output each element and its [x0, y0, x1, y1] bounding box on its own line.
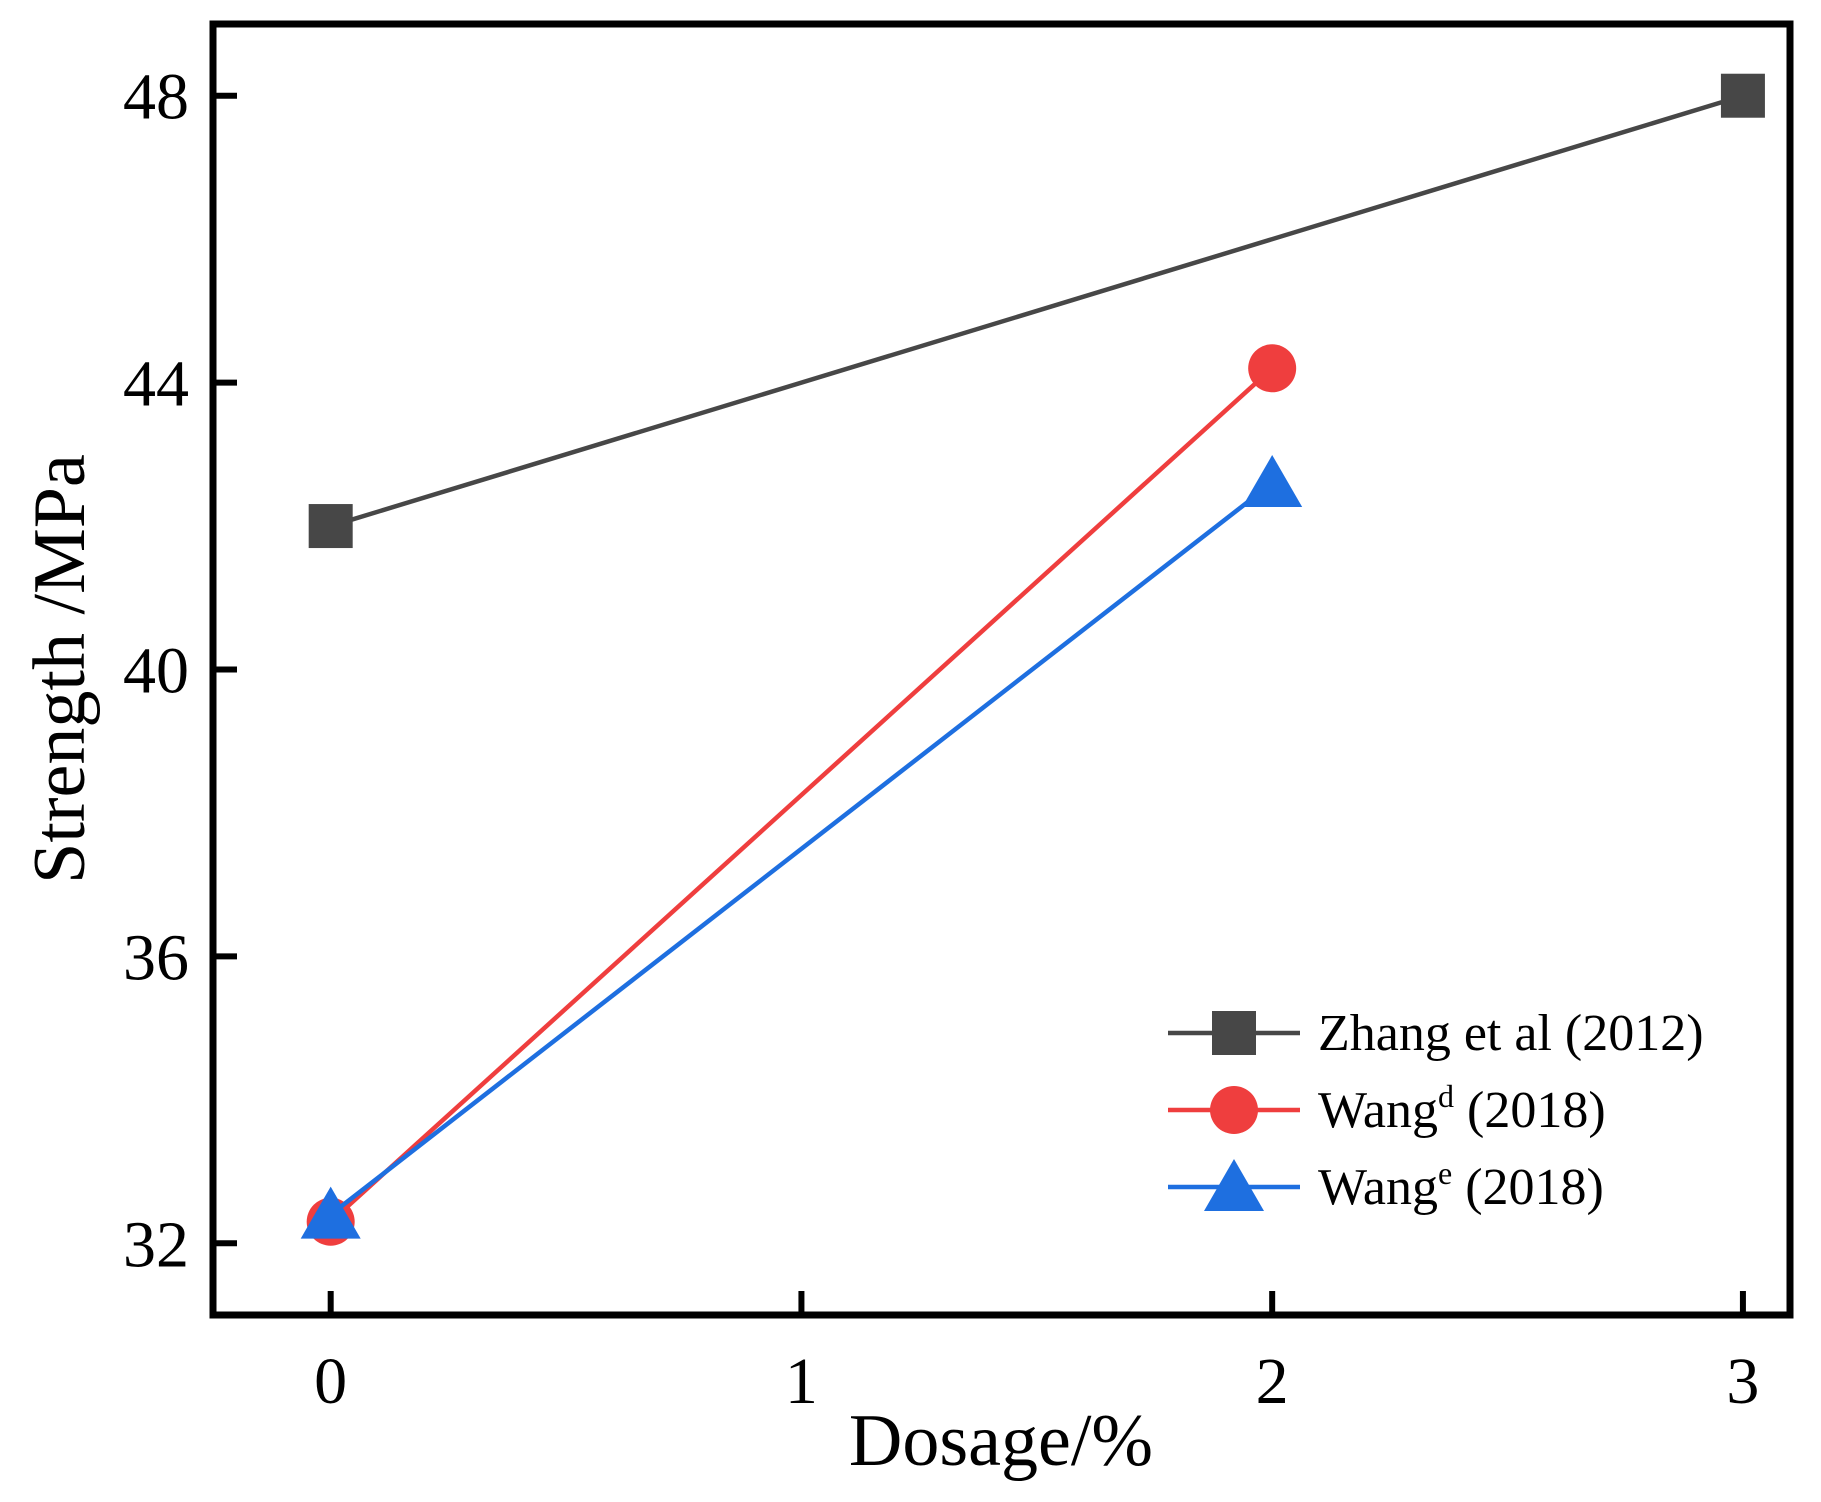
series-square — [308, 73, 1765, 549]
legend-label-year: (2018) — [1454, 1082, 1606, 1139]
x-tick-label: 2 — [1256, 1345, 1289, 1418]
legend-label: Wange (2018) — [1318, 1155, 1604, 1216]
y-tick-label: 44 — [123, 348, 189, 421]
legend-marker — [1210, 1086, 1258, 1134]
y-tick-label: 32 — [123, 1208, 189, 1281]
series-circle — [306, 344, 1297, 1246]
x-axis-title: Dosage/% — [849, 1400, 1153, 1482]
axis-ticks: 0 1 2 3 32 36 40 44 48 — [123, 61, 1759, 1418]
data-point — [1720, 73, 1765, 118]
legend: Zhang et al (2012)Wangd (2018)Wange (201… — [1168, 1005, 1704, 1216]
data-point — [300, 1186, 361, 1239]
y-tick-label: 48 — [123, 61, 189, 134]
series-line — [329, 366, 1274, 1224]
series-line — [329, 481, 1274, 1217]
legend-entry: Zhang et al (2012) — [1168, 1005, 1704, 1062]
legend-label-main: Zhang et al (2012) — [1318, 1005, 1704, 1062]
series-line — [330, 93, 1744, 529]
data-point — [308, 504, 353, 549]
legend-label-main: Wang — [1318, 1082, 1438, 1139]
legend-label-superscript: d — [1438, 1078, 1454, 1114]
x-tick-label: 1 — [785, 1345, 818, 1418]
legend-label: Zhang et al (2012) — [1318, 1005, 1704, 1062]
legend-label-superscript: e — [1438, 1155, 1452, 1191]
data-point — [1248, 344, 1297, 393]
y-tick-label: 40 — [123, 635, 189, 708]
legend-entry: Wangd (2018) — [1168, 1078, 1606, 1139]
series-triangle — [300, 455, 1303, 1239]
legend-label: Wangd (2018) — [1318, 1078, 1606, 1139]
series-layer — [300, 73, 1765, 1246]
data-point — [1242, 455, 1303, 508]
legend-marker — [1212, 1011, 1256, 1055]
legend-marker — [1204, 1159, 1264, 1211]
legend-label-main: Wang — [1318, 1159, 1438, 1216]
x-tick-label: 0 — [314, 1345, 347, 1418]
legend-entry: Wange (2018) — [1168, 1155, 1604, 1216]
y-axis-title: Strength /MPa — [19, 454, 101, 884]
legend-label-year: (2018) — [1452, 1159, 1604, 1216]
x-tick-label: 3 — [1726, 1345, 1759, 1418]
y-tick-label: 36 — [123, 921, 189, 994]
